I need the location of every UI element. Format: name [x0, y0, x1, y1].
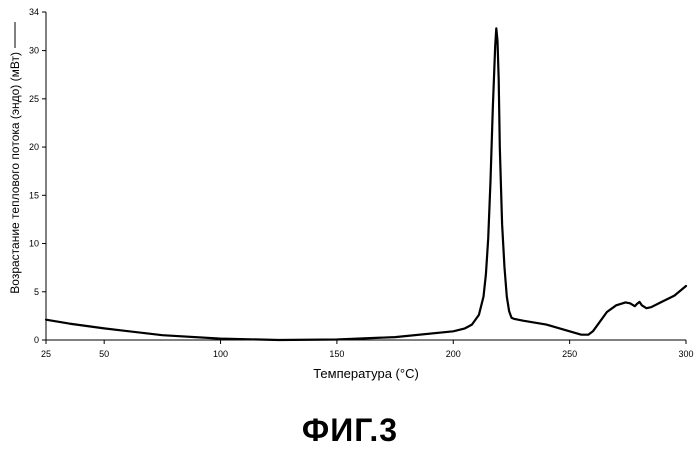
- y-tick-label: 10: [29, 239, 39, 249]
- axes: [46, 12, 686, 340]
- x-tick-label: 300: [678, 349, 693, 359]
- y-tick-label: 0: [34, 335, 39, 345]
- series-line-heat-flow: [46, 28, 686, 340]
- y-tick-label: 5: [34, 287, 39, 297]
- y-axis-label-group: Возрастание теплового потока (эндо) (мВт…: [8, 22, 22, 294]
- y-axis-label: Возрастание теплового потока (эндо) (мВт…: [8, 52, 22, 294]
- x-tick-label: 100: [213, 349, 228, 359]
- x-tick-label: 50: [99, 349, 109, 359]
- x-axis-title: Температура (°C): [313, 366, 419, 381]
- y-tick-label: 25: [29, 94, 39, 104]
- x-tick-label: 25: [41, 349, 51, 359]
- x-tick-label: 150: [329, 349, 344, 359]
- x-tick-label: 200: [446, 349, 461, 359]
- y-tick-label: 15: [29, 190, 39, 200]
- y-tick-label: 34: [29, 7, 39, 17]
- ticks: 0 5 10 15 20 25 30 34 25 50 100 150 200 250 300: [29, 7, 694, 359]
- figure-caption: ФИГ.3: [0, 412, 700, 449]
- dsc-chart: Возрастание теплового потока (эндо) (мВт…: [0, 0, 700, 400]
- x-tick-label: 250: [562, 349, 577, 359]
- y-tick-label: 20: [29, 142, 39, 152]
- y-tick-label: 30: [29, 46, 39, 56]
